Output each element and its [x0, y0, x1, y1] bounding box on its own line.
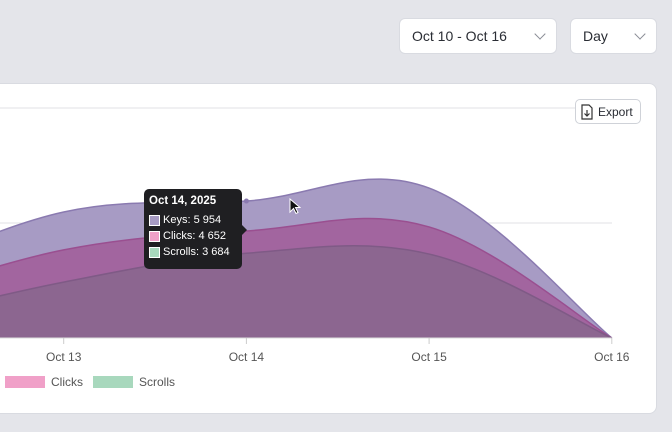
- date-range-select[interactable]: Oct 10 - Oct 16: [399, 18, 557, 54]
- tooltip-title: Oct 14, 2025: [149, 195, 217, 207]
- tooltip-row-clicks: Clicks: 4 652: [149, 228, 237, 244]
- tooltip-scrolls-value: Scrolls: 3 684: [163, 246, 230, 258]
- clicks-swatch: [149, 230, 160, 242]
- legend-label-scrolls: Scrolls: [139, 375, 176, 389]
- date-range-value: Oct 10 - Oct 16: [412, 28, 507, 44]
- tooltip-clicks-value: Clicks: 4 652: [163, 230, 226, 242]
- export-label: Export: [598, 104, 633, 119]
- x-tick-label: Oct 14: [229, 350, 265, 364]
- legend-item-clicks[interactable]: Clicks: [5, 375, 83, 389]
- legend-item-scrolls[interactable]: Scrolls: [93, 375, 175, 389]
- line-scrolls: [0, 244, 613, 339]
- file-download-icon: [581, 103, 593, 120]
- x-tick-label: Oct 15: [411, 350, 447, 364]
- mouse-cursor-icon: [289, 198, 301, 215]
- x-tick-label: Oct 16: [594, 350, 630, 364]
- tooltip-row-scrolls: Scrolls: 3 684: [149, 244, 237, 260]
- legend-swatch-clicks: [5, 376, 45, 388]
- granularity-select[interactable]: Day: [570, 18, 657, 54]
- tooltip-keys-value: Keys: 5 954: [163, 214, 222, 226]
- hover-point: [243, 198, 249, 204]
- legend-label-clicks: Clicks: [51, 375, 83, 389]
- scrolls-swatch: [149, 246, 160, 258]
- keys-swatch: [149, 214, 160, 226]
- granularity-value: Day: [583, 28, 608, 44]
- legend-swatch-scrolls: [93, 376, 133, 388]
- tooltip-row-keys: Keys: 5 954: [149, 212, 237, 228]
- chart-tooltip: Oct 14, 2025 Keys: 5 954 Clicks: 4 652 S…: [144, 189, 247, 269]
- x-tick-label: Oct 13: [46, 350, 82, 364]
- export-button[interactable]: Export: [575, 99, 641, 124]
